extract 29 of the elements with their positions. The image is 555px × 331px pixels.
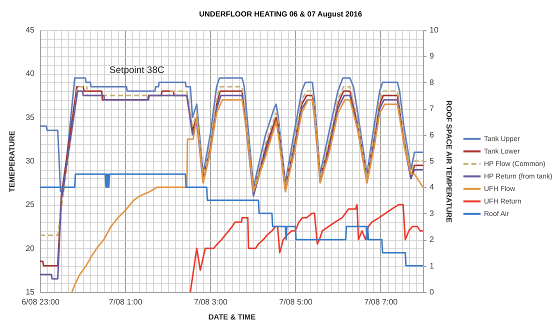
x-tick-label: 7/08 3:00 [194, 298, 228, 306]
x-tick-label: 7/08 5:00 [279, 298, 314, 306]
y2-tick-label: 3 [430, 208, 434, 218]
y-tick-label: 35 [26, 112, 36, 122]
y2-tick-label: 0 [430, 288, 434, 296]
line-series [71, 99, 424, 293]
y2-tick-label: 5 [430, 156, 434, 166]
y2-tick-label: 7 [430, 104, 434, 114]
y-tick-label: 45 [26, 26, 36, 34]
x-tick-label: 7/08 7:00 [364, 298, 398, 306]
y-tick-label: 20 [26, 244, 36, 253]
y2-tick-label: 4 [430, 182, 434, 192]
y-tick-label: 40 [26, 69, 36, 78]
y2-tick-label: 2 [430, 235, 434, 244]
line-series [39, 173, 424, 267]
y2-tick-label: 8 [430, 78, 434, 87]
y2-tick-label: 6 [430, 130, 434, 140]
y2-tick-label: 1 [430, 261, 434, 270]
annotation: Setpoint 38C [109, 65, 164, 76]
y-tick-label: 30 [26, 156, 36, 166]
y-tick-label: 15 [26, 288, 36, 296]
line-series [39, 77, 424, 192]
x-tick-label: 7/08 1:00 [108, 298, 143, 306]
line-series [39, 86, 424, 236]
y2-tick-label: 9 [430, 52, 434, 61]
y2-tick-label: 10 [430, 26, 439, 34]
y-tick-label: 25 [26, 200, 36, 210]
line-series [190, 204, 424, 293]
x-tick-label: 6/08 23:00 [22, 298, 60, 306]
